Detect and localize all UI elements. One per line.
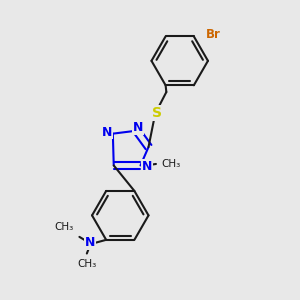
Text: Br: Br [206, 28, 220, 41]
Text: CH₃: CH₃ [55, 221, 74, 232]
Text: S: S [152, 106, 162, 120]
Text: CH₃: CH₃ [77, 260, 97, 269]
Text: N: N [102, 126, 113, 139]
Text: N: N [142, 160, 152, 172]
Text: CH₃: CH₃ [161, 159, 181, 169]
Text: N: N [133, 121, 143, 134]
Text: N: N [85, 236, 95, 249]
